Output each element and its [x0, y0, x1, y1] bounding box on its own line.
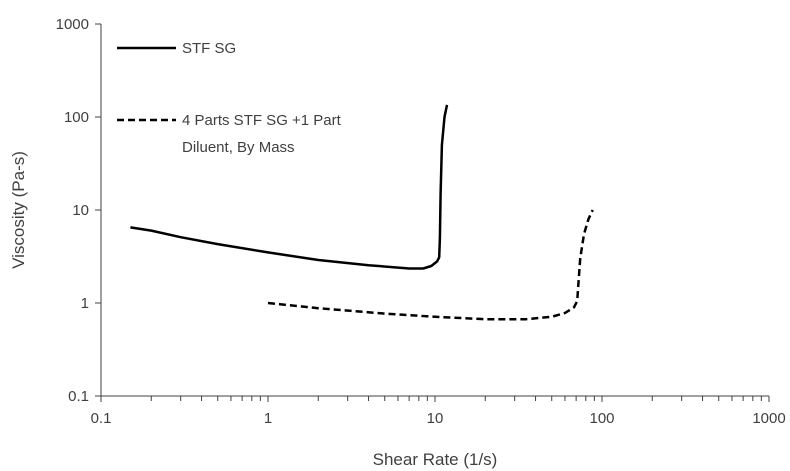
- axis-ticks: [95, 23, 770, 402]
- x-tick-label: 1000: [752, 410, 785, 427]
- y-tick-label: 0.1: [68, 388, 89, 405]
- legend-label-diluted-line2: Diluent, By Mass: [182, 139, 295, 156]
- y-tick-label: 1: [81, 295, 89, 312]
- series-line-diluted: [267, 209, 594, 321]
- x-axis-title: Shear Rate (1/s): [373, 450, 498, 469]
- x-tick-label: 10: [427, 410, 444, 427]
- y-axis-title: Viscosity (Pa-s): [9, 151, 28, 269]
- y-tick-label: 10: [72, 202, 89, 219]
- tick-labels: 0.1 1 10 100 1000 0.1 1 10 100 1000: [56, 16, 786, 427]
- legend: STF SG 4 Parts STF SG +1 Part Diluent, B…: [117, 40, 342, 156]
- axes: [100, 24, 769, 397]
- y-tick-label: 100: [64, 109, 89, 126]
- series-line-stf-sg: [130, 104, 449, 270]
- legend-label-stf-sg: STF SG: [182, 40, 236, 57]
- legend-label-diluted-line1: 4 Parts STF SG +1 Part: [182, 112, 342, 129]
- series-layer: [130, 104, 594, 321]
- x-tick-label: 1: [264, 410, 272, 427]
- x-tick-label: 100: [589, 410, 614, 427]
- y-tick-label: 1000: [56, 16, 89, 33]
- x-tick-label: 0.1: [91, 410, 112, 427]
